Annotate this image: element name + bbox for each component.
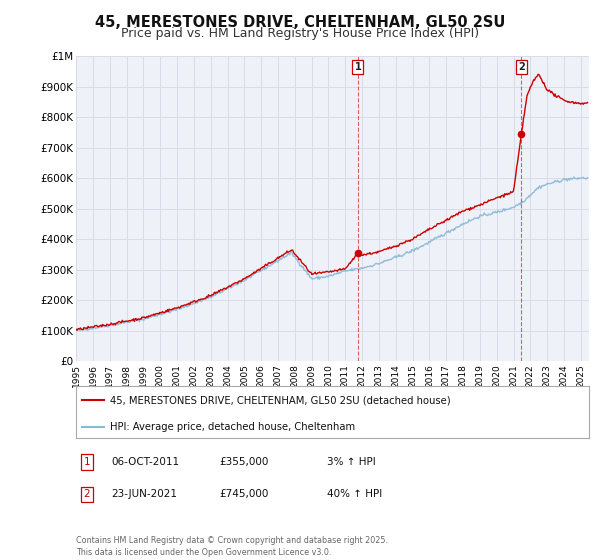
Text: Contains HM Land Registry data © Crown copyright and database right 2025.
This d: Contains HM Land Registry data © Crown c… (76, 536, 388, 557)
Text: 1: 1 (83, 457, 91, 467)
Text: 2: 2 (83, 489, 91, 500)
Text: 06-OCT-2011: 06-OCT-2011 (111, 457, 179, 467)
Text: £355,000: £355,000 (219, 457, 268, 467)
Text: 2: 2 (518, 62, 525, 72)
Text: 40% ↑ HPI: 40% ↑ HPI (327, 489, 382, 500)
Text: 23-JUN-2021: 23-JUN-2021 (111, 489, 177, 500)
Text: 1: 1 (355, 62, 361, 72)
Text: 45, MERESTONES DRIVE, CHELTENHAM, GL50 2SU (detached house): 45, MERESTONES DRIVE, CHELTENHAM, GL50 2… (110, 395, 450, 405)
Text: Price paid vs. HM Land Registry's House Price Index (HPI): Price paid vs. HM Land Registry's House … (121, 27, 479, 40)
Text: 45, MERESTONES DRIVE, CHELTENHAM, GL50 2SU: 45, MERESTONES DRIVE, CHELTENHAM, GL50 2… (95, 15, 505, 30)
Text: HPI: Average price, detached house, Cheltenham: HPI: Average price, detached house, Chel… (110, 422, 355, 432)
Text: 3% ↑ HPI: 3% ↑ HPI (327, 457, 376, 467)
Text: £745,000: £745,000 (219, 489, 268, 500)
